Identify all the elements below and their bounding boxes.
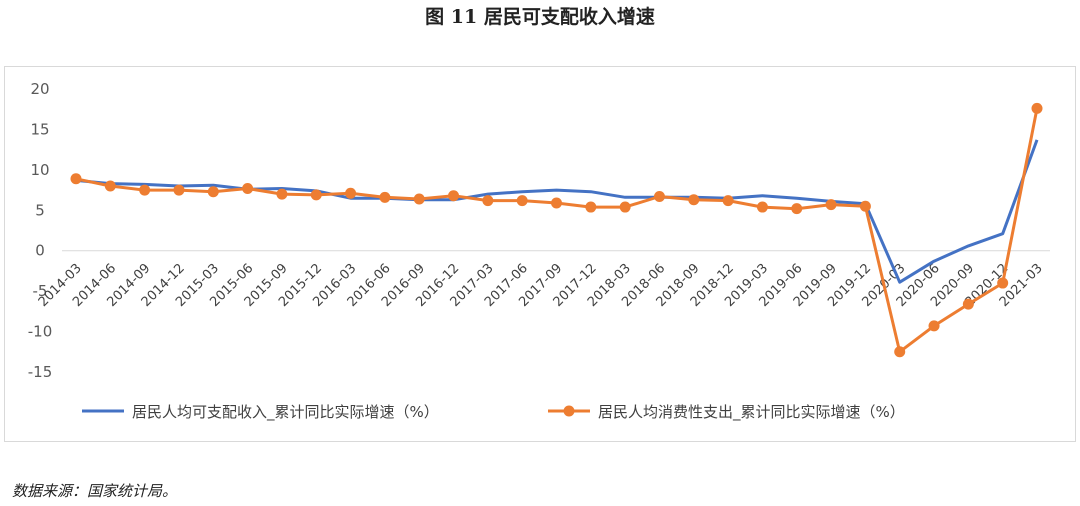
y-tick-label: 5 bbox=[35, 201, 45, 219]
data-point bbox=[207, 186, 219, 198]
series-layer bbox=[70, 102, 1043, 358]
data-point bbox=[173, 184, 185, 196]
data-point bbox=[242, 182, 254, 194]
legend-label: 居民人均可支配收入_累计同比实际增速（%） bbox=[132, 403, 439, 422]
data-point bbox=[139, 184, 151, 196]
data-point bbox=[688, 194, 700, 206]
data-point bbox=[894, 346, 906, 358]
data-point bbox=[310, 189, 322, 201]
data-point bbox=[619, 201, 631, 213]
figure-title: 图 11 居民可支配收入增速 bbox=[425, 6, 655, 28]
y-tick-label: 10 bbox=[30, 161, 49, 179]
series-line bbox=[75, 108, 1039, 354]
chart-frame bbox=[4, 66, 1076, 442]
data-point bbox=[585, 201, 597, 213]
data-point bbox=[70, 173, 82, 185]
data-point bbox=[859, 200, 871, 212]
data-point bbox=[448, 190, 460, 202]
data-source-note: 数据来源：国家统计局。 bbox=[12, 482, 178, 500]
data-point bbox=[962, 298, 974, 310]
y-tick-label: -15 bbox=[28, 363, 53, 381]
data-point bbox=[345, 187, 357, 199]
data-point bbox=[928, 320, 940, 332]
data-point bbox=[413, 193, 425, 205]
legend: 居民人均可支配收入_累计同比实际增速（%） 居民人均消费性支出_累计同比实际增速（… bbox=[82, 403, 905, 422]
data-point bbox=[791, 203, 803, 215]
y-tick-label: -10 bbox=[28, 323, 53, 341]
series-line bbox=[75, 139, 1039, 284]
data-point bbox=[551, 197, 562, 209]
data-point bbox=[997, 277, 1009, 289]
y-tick-label: 0 bbox=[35, 242, 45, 260]
data-point bbox=[276, 188, 288, 200]
legend-marker bbox=[563, 405, 575, 417]
series-1 bbox=[75, 139, 1039, 284]
data-point bbox=[104, 180, 116, 192]
data-point bbox=[482, 195, 494, 207]
y-tick-label: 20 bbox=[30, 80, 49, 98]
y-tick-label: -5 bbox=[33, 282, 48, 300]
data-point bbox=[516, 195, 528, 207]
y-axis: -15 -10 -5 0 5 10 15 20 bbox=[28, 80, 53, 381]
data-point bbox=[1031, 102, 1043, 114]
data-point bbox=[379, 191, 391, 203]
legend-label: 居民人均消费性支出_累计同比实际增速（%） bbox=[598, 403, 905, 422]
series-2 bbox=[70, 102, 1043, 358]
data-point bbox=[722, 195, 734, 207]
y-tick-label: 15 bbox=[30, 120, 49, 138]
data-point bbox=[825, 199, 837, 211]
data-point bbox=[653, 191, 665, 203]
data-point bbox=[756, 201, 768, 213]
